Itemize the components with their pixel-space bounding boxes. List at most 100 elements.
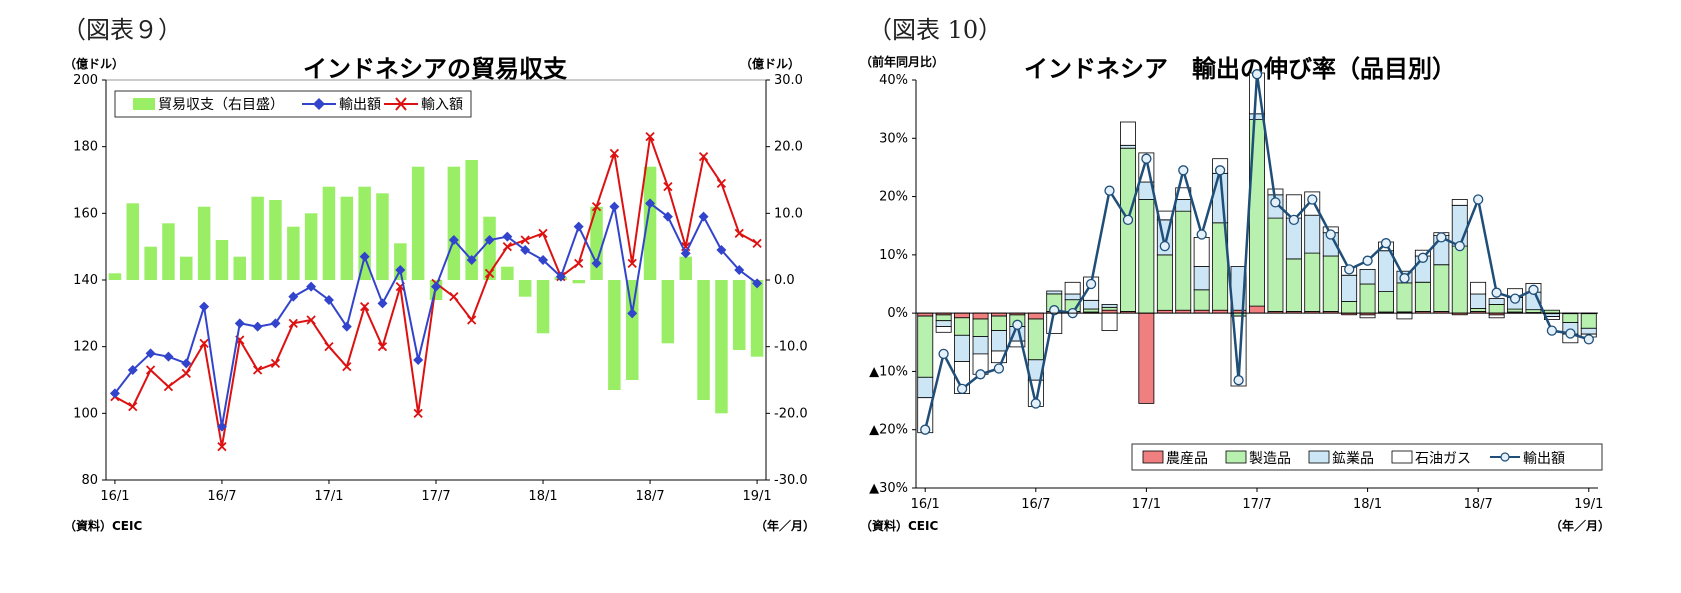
- imports-point: [377, 342, 388, 352]
- exports-point: [975, 369, 986, 380]
- exports-point: [431, 281, 441, 292]
- legend-label-exports: 輸出額: [339, 97, 381, 113]
- exports-point: [1251, 69, 1263, 80]
- imports-point: [270, 358, 281, 368]
- exports-point: [1325, 229, 1336, 240]
- bar-balance: [715, 280, 728, 414]
- exports-line: [920, 69, 1594, 435]
- axes: 80 100 120 140 160 180 200 -30.0 -20.0 -10.0 0.0 10…: [73, 73, 807, 504]
- y-tick-label: 20%: [879, 190, 908, 205]
- y-axis-label: （前年同月比）: [860, 54, 944, 69]
- imports-point: [627, 258, 637, 268]
- bar-balance: [144, 246, 157, 280]
- bar-agri: [954, 312, 971, 319]
- x-tick-label: 18/7: [1464, 497, 1493, 512]
- y-tick-label-left: 80: [81, 473, 98, 488]
- bar-mining: [1101, 303, 1118, 308]
- exports-point: [1307, 194, 1318, 205]
- legend-marker-exports: [1500, 452, 1510, 462]
- exports-point: [181, 358, 192, 369]
- bar-manu: [1470, 308, 1487, 312]
- exports-point: [288, 291, 299, 302]
- imports-point: [734, 228, 744, 238]
- x-axis-label: （年／月）: [755, 518, 815, 533]
- bar-oilgas: [1396, 312, 1413, 320]
- bar-balance: [733, 280, 746, 350]
- exports-point: [1528, 284, 1539, 295]
- imports-point: [467, 315, 477, 325]
- imports-point: [413, 408, 423, 418]
- exports-point: [1583, 334, 1594, 345]
- exports-point: [145, 348, 156, 359]
- exports-point: [252, 321, 263, 332]
- imports-point: [520, 235, 530, 245]
- exports-point: [1049, 305, 1060, 316]
- bar-mining: [1580, 327, 1597, 335]
- legend-swatch-oilgas: [1391, 450, 1413, 464]
- bar-manu: [1304, 252, 1321, 312]
- y-tick-label: ▲10%: [869, 364, 908, 379]
- stacked-bars: [917, 72, 1597, 434]
- exports-point: [1380, 238, 1392, 249]
- legend-swatch-mining: [1308, 450, 1330, 464]
- exports-point: [1417, 252, 1429, 263]
- bar-agri: [1138, 312, 1155, 404]
- x-tick-label: 16/7: [1021, 497, 1050, 512]
- exports-point: [555, 271, 566, 282]
- imports-point: [538, 228, 548, 238]
- exports-point: [1122, 214, 1134, 226]
- bar-mining: [1488, 298, 1505, 305]
- imports-point: [252, 365, 263, 375]
- bar-manu: [972, 318, 989, 337]
- x-tick-label: 16/7: [207, 489, 236, 504]
- bar-manu: [1175, 210, 1192, 311]
- exports-point: [627, 308, 638, 319]
- bar-balance: [162, 223, 175, 280]
- y-axis-label-left: （億ドル）: [64, 56, 124, 71]
- imports-point: [288, 318, 298, 328]
- exports-point: [216, 421, 227, 432]
- bar-oilgas: [991, 350, 1007, 364]
- bar-oilgas: [1470, 281, 1487, 295]
- exports-point: [1141, 153, 1152, 164]
- imports-point: [128, 402, 138, 412]
- y-axis-label-right: （億ドル）: [740, 56, 800, 71]
- bar-manu: [1101, 306, 1118, 311]
- bar-mining: [935, 320, 952, 327]
- exports-point: [1104, 185, 1115, 196]
- exports-point: [1399, 273, 1410, 284]
- exports-point: [1214, 165, 1226, 176]
- x-tick-label: 17/7: [421, 489, 450, 504]
- bar-mining: [1120, 144, 1136, 149]
- x-tick-label: 18/7: [635, 489, 664, 504]
- bar-balance: [679, 256, 692, 280]
- imports-point: [324, 342, 334, 352]
- imports-point: [360, 302, 370, 312]
- bar-balance: [483, 216, 496, 280]
- legend-label-mining: 鉱業品: [1332, 450, 1374, 467]
- bar-oilgas: [1064, 281, 1081, 295]
- exports-point: [1233, 375, 1244, 386]
- bar-manu: [1507, 308, 1524, 313]
- chart-export-growth: （図表 10） インドネシア 輸出の伸び率（品目別） （前年同月比） （資料）C…: [860, 16, 1610, 533]
- imports-point: [716, 178, 727, 188]
- figure-label: （図表 10）: [868, 16, 1002, 44]
- bar-mining: [1193, 266, 1210, 291]
- bar-balance: [269, 200, 282, 280]
- bar-oilgas: [1193, 236, 1210, 267]
- y-tick-label: 10%: [879, 248, 908, 263]
- bar-manu: [1285, 258, 1302, 312]
- bar-oilgas: [1101, 312, 1118, 332]
- x-tick-label: 18/1: [1353, 497, 1382, 512]
- exports-point: [1030, 398, 1041, 409]
- bar-mining: [1046, 290, 1063, 295]
- legend: 農産品 製造品 鉱業品 石油ガス 輸出額: [1131, 443, 1603, 471]
- exports-point: [1509, 293, 1521, 304]
- imports-point: [502, 242, 512, 252]
- bar-manu: [1488, 303, 1505, 314]
- x-tick-label: 16/1: [100, 489, 129, 504]
- imports-point: [449, 292, 459, 302]
- chart-title: インドネシアの貿易収支: [303, 55, 568, 83]
- exports-point: [1491, 287, 1502, 298]
- line-series: [109, 132, 763, 452]
